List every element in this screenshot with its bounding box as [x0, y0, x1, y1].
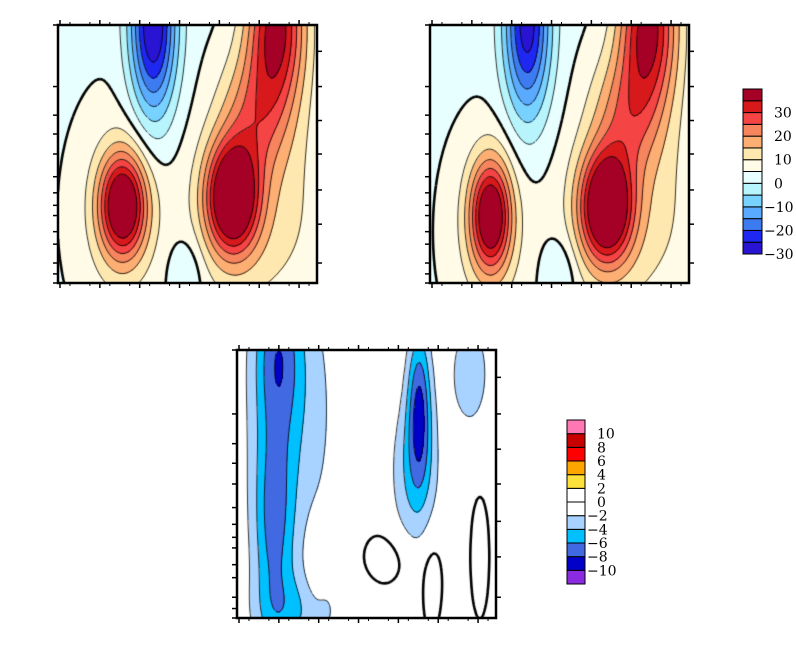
colorbar-box [742, 147, 763, 161]
colorbar-box [566, 474, 586, 489]
plot-frame [56, 23, 319, 285]
colorbar-box [742, 218, 763, 231]
colorbar-box [742, 194, 763, 208]
colorbar-label: −20 [764, 223, 794, 239]
plot-frame [235, 348, 498, 620]
colorbar-label: 30 [774, 106, 792, 122]
colorbar-box [566, 433, 586, 448]
colorbar-box [566, 487, 586, 503]
colorbar-box [742, 112, 763, 125]
colorbar-box [742, 135, 763, 149]
colorbar-box [566, 515, 586, 530]
colorbar-label: 20 [774, 129, 792, 145]
colorbar-box [566, 528, 586, 544]
colorbar-label: 2 [597, 481, 606, 497]
lgm-contour-field [58, 25, 317, 283]
colorbar-label: 10 [597, 427, 615, 443]
colorbar-box [742, 241, 763, 255]
colorbar-box [742, 229, 763, 243]
colorbar-box [566, 460, 586, 476]
pictl-contour-field [430, 25, 689, 283]
colorbar-box [566, 446, 586, 462]
colorbar-box [566, 556, 586, 571]
difference-contour-field [237, 350, 496, 618]
colorbar-box [742, 123, 763, 137]
colorbar-box [566, 501, 586, 517]
colorbar-label: 0 [597, 495, 606, 511]
colorbar-label: −10 [587, 563, 617, 579]
colorbar-box [742, 100, 763, 114]
colorbar-box [566, 542, 586, 558]
colorbar-box [742, 159, 763, 172]
colorbar-label: 4 [597, 468, 606, 484]
colorbar-box [566, 569, 586, 585]
colorbar-label: −8 [587, 550, 608, 566]
colorbar-label: −10 [764, 200, 794, 216]
colorbar-box [566, 419, 586, 435]
colorbar-label: −2 [587, 509, 608, 525]
plot-frame [428, 23, 691, 285]
colorbar-label: −6 [587, 536, 608, 552]
colorbar-label: −30 [764, 247, 794, 263]
colorbar-box [742, 88, 763, 102]
colorbar-label: 0 [774, 176, 783, 192]
colorbar-label: 6 [597, 454, 606, 470]
colorbar-box [742, 182, 763, 196]
colorbar-box [742, 206, 763, 220]
colorbar-label: −4 [587, 522, 608, 538]
colorbar-label: 8 [597, 440, 606, 456]
colorbar-label: 10 [774, 153, 792, 169]
colorbar-box [742, 171, 763, 184]
